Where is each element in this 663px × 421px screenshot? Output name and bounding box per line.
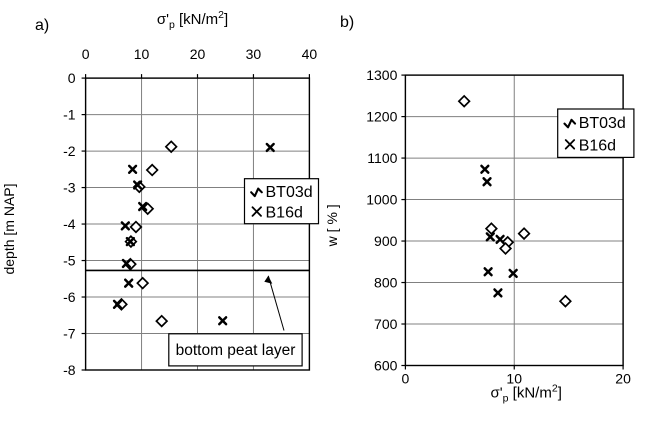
svg-text:depth [m NAP]: depth [m NAP] <box>1 183 17 274</box>
svg-text:b): b) <box>340 14 354 31</box>
svg-text:BT03d: BT03d <box>266 184 313 201</box>
svg-text:30: 30 <box>246 46 262 62</box>
svg-text:σ'p [kN/m2]: σ'p [kN/m2] <box>491 383 562 405</box>
svg-text:a): a) <box>35 17 49 34</box>
svg-text:-1: -1 <box>63 107 76 123</box>
svg-text:600: 600 <box>374 358 398 374</box>
svg-text:w [ % ]: w [ % ] <box>324 204 340 247</box>
svg-text:bottom peat layer: bottom peat layer <box>176 342 296 359</box>
svg-text:-3: -3 <box>63 180 76 196</box>
svg-text:900: 900 <box>374 233 398 249</box>
svg-text:40: 40 <box>302 46 318 62</box>
svg-text:-2: -2 <box>63 143 76 159</box>
svg-text:1000: 1000 <box>366 192 397 208</box>
svg-text:B16d: B16d <box>266 205 303 222</box>
svg-text:1300: 1300 <box>366 67 397 83</box>
svg-text:-4: -4 <box>63 216 76 232</box>
svg-text:-5: -5 <box>63 253 76 269</box>
svg-text:1100: 1100 <box>367 150 397 166</box>
svg-text:800: 800 <box>374 275 398 291</box>
svg-text:-8: -8 <box>63 362 76 378</box>
svg-text:BT03d: BT03d <box>579 115 626 132</box>
svg-text:-6: -6 <box>63 289 76 305</box>
svg-text:0: 0 <box>68 70 76 86</box>
svg-text:σ'p [kN/m2]: σ'p [kN/m2] <box>157 9 228 31</box>
svg-text:20: 20 <box>190 46 206 62</box>
svg-text:10: 10 <box>134 46 150 62</box>
svg-text:20: 20 <box>615 371 631 387</box>
svg-text:0: 0 <box>82 46 90 62</box>
svg-text:1200: 1200 <box>366 109 397 125</box>
svg-text:B16d: B16d <box>579 137 616 154</box>
svg-text:700: 700 <box>374 316 398 332</box>
svg-text:-7: -7 <box>63 326 76 342</box>
svg-text:0: 0 <box>402 371 410 387</box>
